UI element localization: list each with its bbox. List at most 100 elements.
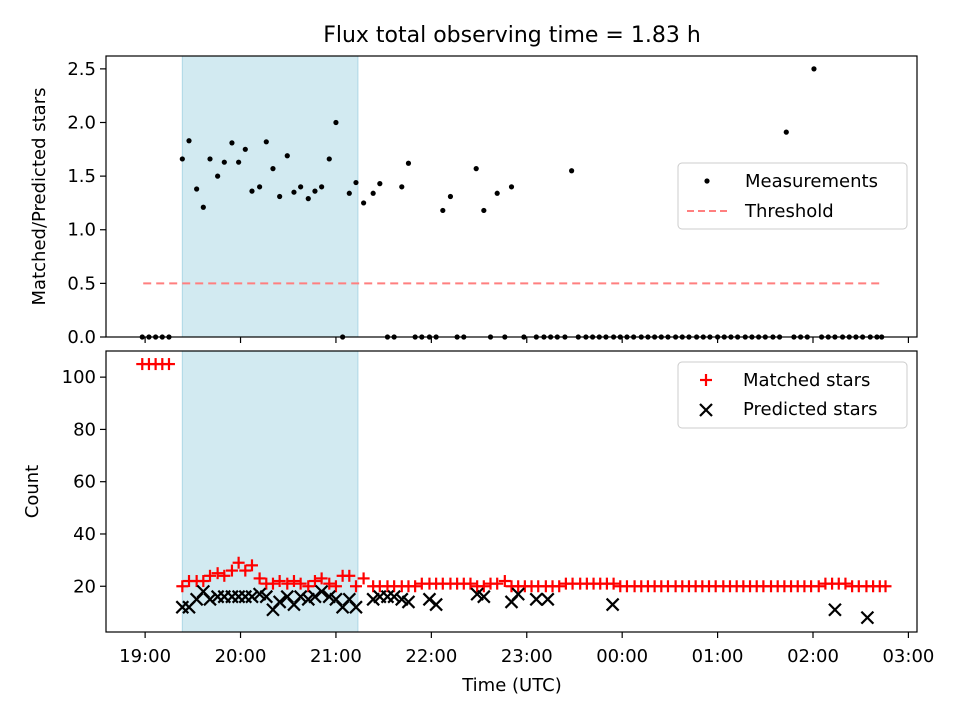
matched-star-point xyxy=(281,577,294,590)
matched-star-point xyxy=(225,564,238,577)
matched-star-point xyxy=(477,580,490,593)
count-y-ticks: 20 40 60 80 100 xyxy=(62,367,106,597)
measurement-point xyxy=(319,184,325,190)
matched-star-point xyxy=(232,556,245,569)
matched-star-point xyxy=(349,580,362,593)
measurement-point xyxy=(221,159,227,165)
count-x-ticks: 19:00 20:00 21:00 22:00 23:00 00:00 01:00 02:00… xyxy=(119,632,934,667)
count-x-label: Time (UTC) xyxy=(461,675,562,696)
measurement-point xyxy=(257,184,263,190)
count-axes-frame xyxy=(105,350,918,633)
measurement-point xyxy=(377,181,383,187)
ratio-span-shading xyxy=(181,55,359,338)
count-span-shading xyxy=(181,350,359,633)
legend-predicted-label: Predicted stars xyxy=(743,399,877,420)
measurement-point xyxy=(569,168,575,174)
measurement-point xyxy=(494,190,500,196)
matched-star-point xyxy=(491,577,504,590)
y-tick-label: 0.0 xyxy=(67,327,96,348)
measurement-point xyxy=(236,159,242,165)
matched-star-point xyxy=(245,559,258,572)
ratio-y-ticks: 0.0 0.5 1.0 1.5 2.0 2.5 xyxy=(67,59,106,348)
predicted-star-point xyxy=(401,595,416,609)
matched-star-point xyxy=(343,569,356,582)
measurement-point xyxy=(305,196,311,202)
measurement-point xyxy=(481,207,487,214)
matched-star-point xyxy=(323,577,336,590)
matched-star-point xyxy=(239,564,252,577)
ratio-panel: 0.0 0.5 1.0 1.5 2.0 2.5 Matched/Predicted sta… xyxy=(29,55,918,348)
ratio-legend-box xyxy=(677,162,908,230)
matched-star-point xyxy=(553,580,566,593)
measurement-point xyxy=(242,146,248,152)
count-panel: 20 40 60 80 100 19:00 20:00 21:00 22:00 23:00 00:… xyxy=(22,350,934,696)
measurement-point xyxy=(194,186,200,192)
matched-star-point xyxy=(329,580,342,593)
matched-star-point xyxy=(302,580,315,593)
x-tick-label: 21:00 xyxy=(310,646,362,667)
matched-star-point xyxy=(218,569,231,582)
x-tick-label: 03:00 xyxy=(882,646,934,667)
measurement-point xyxy=(811,66,817,72)
predicted-star-point xyxy=(272,595,287,609)
matched-star-point xyxy=(294,577,307,590)
matched-star-point xyxy=(812,580,825,593)
x-tick-label: 02:00 xyxy=(787,646,839,667)
y-tick-label: 2.5 xyxy=(67,59,96,80)
matched-star-point xyxy=(409,580,422,593)
legend-predicted-marker xyxy=(699,403,713,417)
predicted-star-point xyxy=(380,589,395,604)
ratio-y-label: Matched/Predicted stars xyxy=(29,88,50,306)
predicted-star-point xyxy=(203,592,217,607)
ratio-legend: Measurements Threshold xyxy=(677,162,908,230)
predicted-star-point xyxy=(860,610,875,625)
legend-threshold-label: Threshold xyxy=(744,201,834,222)
ratio-x-ticks xyxy=(144,337,910,343)
predicted-star-point xyxy=(349,600,363,614)
measurement-point xyxy=(270,166,276,172)
predicted-star-point xyxy=(828,603,842,617)
predicted-star-point xyxy=(387,589,401,604)
legend-measurements-label: Measurements xyxy=(745,171,878,192)
x-tick-label: 20:00 xyxy=(215,646,267,667)
y-tick-label: 1.5 xyxy=(67,166,96,187)
predicted-star-point xyxy=(245,589,259,604)
measurement-point xyxy=(440,207,446,214)
measurement-point xyxy=(186,138,192,144)
count-legend: Matched stars Predicted stars xyxy=(677,361,908,429)
x-tick-label: 19:00 xyxy=(119,646,171,667)
x-tick-label: 01:00 xyxy=(692,646,744,667)
measurement-point xyxy=(263,139,269,145)
measurement-point xyxy=(277,193,283,200)
ratio-axes-frame xyxy=(105,55,918,338)
predicted-star-point xyxy=(314,584,329,599)
matched-star-point xyxy=(287,575,300,588)
legend-measurements-marker xyxy=(704,178,710,184)
y-tick-label: 40 xyxy=(73,524,96,545)
measurement-point xyxy=(333,119,339,126)
matched-star-point xyxy=(162,358,175,371)
y-tick-label: 100 xyxy=(62,367,96,388)
predicted-star-point xyxy=(605,597,620,612)
measurement-point xyxy=(200,204,206,210)
predicted-star-point xyxy=(511,587,525,601)
matched-star-point xyxy=(315,572,328,585)
x-tick-label: 22:00 xyxy=(405,646,457,667)
measurement-point xyxy=(207,156,213,162)
predicted-star-point xyxy=(259,589,274,604)
matched-star-point xyxy=(879,580,892,593)
matched-star-point xyxy=(464,577,477,590)
measurement-point xyxy=(215,173,221,179)
predicted-star-markers xyxy=(175,584,875,625)
measurement-point xyxy=(179,156,185,162)
measurement-point xyxy=(249,188,255,194)
predicted-star-point xyxy=(293,589,308,604)
measurement-point xyxy=(291,189,297,195)
matched-star-point xyxy=(176,580,189,593)
y-tick-label: 0.5 xyxy=(67,273,96,294)
legend-matched-label: Matched stars xyxy=(743,370,870,391)
measurement-point xyxy=(399,184,405,190)
matched-star-point xyxy=(253,572,266,585)
figure-title: Flux total observing time = 1.83 h xyxy=(323,23,701,48)
